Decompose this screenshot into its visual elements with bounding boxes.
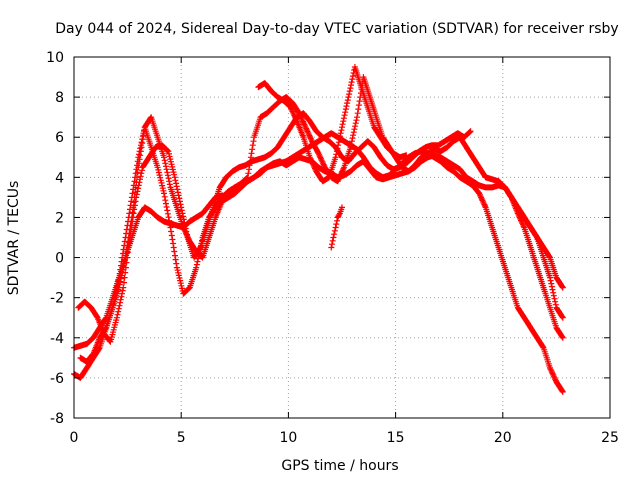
x-tick-label: 15 xyxy=(387,430,405,446)
series-track-e xyxy=(255,64,410,185)
series-markers xyxy=(495,178,566,341)
chart-title: Day 044 of 2024, Sidereal Day-to-day VTE… xyxy=(55,21,618,37)
y-tick-label: 6 xyxy=(55,130,64,146)
y-tick-label: 0 xyxy=(55,251,64,267)
y-tick-label: 2 xyxy=(55,210,64,226)
y-tick-label: -4 xyxy=(50,331,64,347)
y-tick-label: -8 xyxy=(50,411,64,427)
y-tick-label: 10 xyxy=(46,50,64,66)
y-tick-label: 8 xyxy=(55,90,64,106)
x-tick-label: 25 xyxy=(601,430,619,446)
plot-frame xyxy=(73,56,611,419)
y-tick-label: -2 xyxy=(50,291,64,307)
x-tick-label: 5 xyxy=(177,430,186,446)
x-tick-label: 20 xyxy=(494,430,512,446)
series-markers xyxy=(328,204,345,251)
series-track-g xyxy=(495,178,566,341)
x-tick-label: 10 xyxy=(279,430,297,446)
x-tick-label: 0 xyxy=(70,430,79,446)
data-markers xyxy=(71,64,566,395)
y-tick-label: -6 xyxy=(50,371,64,387)
y-tick-label: 4 xyxy=(55,170,64,186)
axis-ticks: 0 5 10 15 20 25 -8 -6 -4 -2 0 2 4 6 8 10 xyxy=(46,50,619,446)
series-markers xyxy=(255,64,410,185)
y-axis-label: SDTVAR / TECUs xyxy=(6,181,22,296)
x-axis-label: GPS time / hours xyxy=(281,458,398,474)
series-track-f xyxy=(328,204,345,251)
